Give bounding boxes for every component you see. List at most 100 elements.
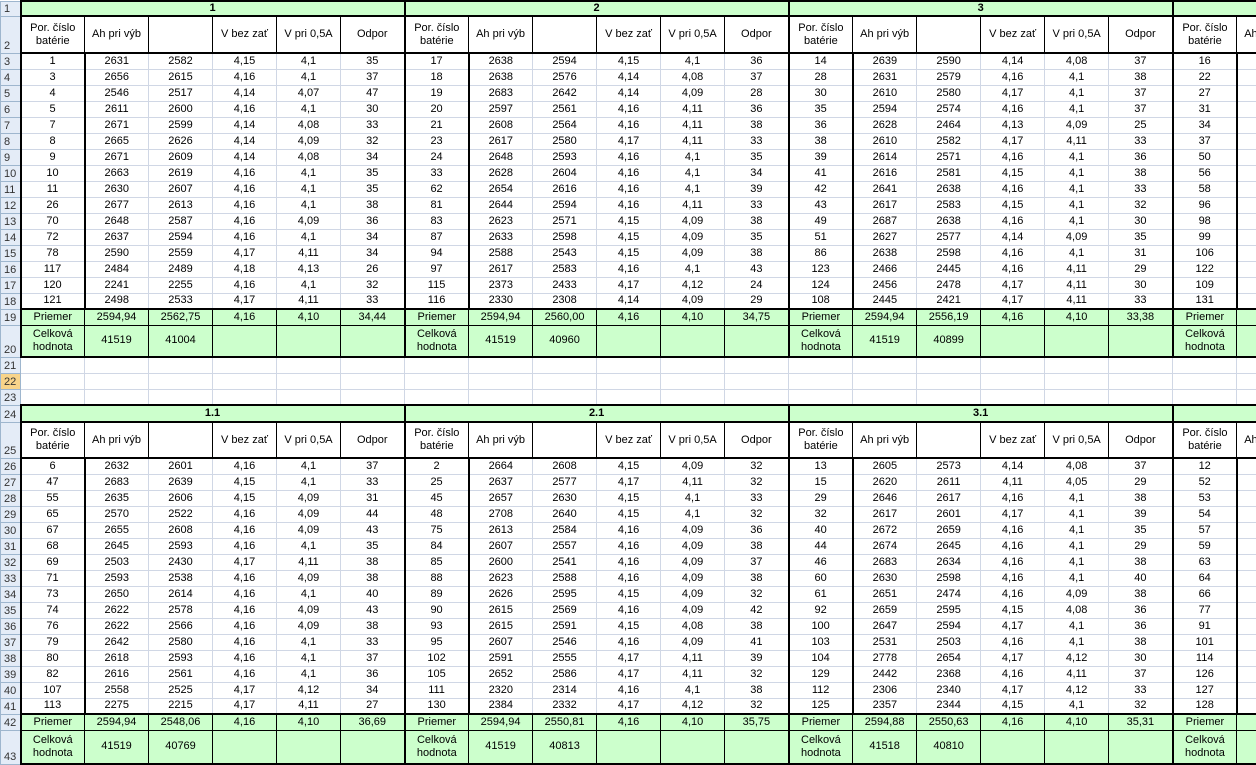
value-cell[interactable]: 33 — [341, 293, 405, 309]
value-cell[interactable]: 2503 — [85, 554, 149, 570]
value-cell[interactable]: 2611 — [917, 474, 981, 490]
value-cell[interactable]: 36 — [341, 213, 405, 229]
column-header[interactable]: Por. číslo batérie — [21, 16, 85, 53]
empty-cell[interactable] — [1045, 389, 1109, 405]
empty-cell[interactable] — [533, 373, 597, 389]
value-cell[interactable]: 2671 — [85, 149, 149, 165]
battery-number-cell[interactable]: 24 — [405, 149, 469, 165]
empty-cell[interactable] — [725, 373, 789, 389]
value-cell[interactable]: 2633 — [469, 229, 533, 245]
value-cell[interactable]: 4,16 — [213, 650, 277, 666]
battery-number-cell[interactable]: 13 — [789, 458, 853, 474]
value-cell[interactable]: 2598 — [917, 245, 981, 261]
value-cell[interactable]: 4,16 — [597, 181, 661, 197]
value-cell[interactable]: 33 — [341, 474, 405, 490]
battery-number-cell[interactable]: 128 — [1173, 698, 1237, 714]
row-header[interactable]: 2 — [1, 16, 21, 53]
total-label[interactable]: Celková hodnota — [789, 325, 853, 357]
value-cell[interactable]: 4,09 — [277, 570, 341, 586]
value-cell[interactable]: 4,1 — [277, 666, 341, 682]
total-value[interactable] — [277, 325, 341, 357]
value-cell[interactable]: 33 — [725, 133, 789, 149]
value-cell[interactable]: 4,1 — [1045, 101, 1109, 117]
battery-number-cell[interactable]: 114 — [1173, 650, 1237, 666]
value-cell[interactable]: 2555 — [533, 650, 597, 666]
battery-number-cell[interactable]: 97 — [405, 261, 469, 277]
empty-cell[interactable] — [277, 373, 341, 389]
row-header[interactable]: 11 — [1, 181, 21, 197]
total-value[interactable]: 40769 — [149, 730, 213, 764]
value-cell[interactable]: 4,15 — [597, 586, 661, 602]
cell[interactable] — [1237, 666, 1256, 682]
value-cell[interactable]: 2638 — [853, 245, 917, 261]
empty-cell[interactable] — [277, 357, 341, 373]
value-cell[interactable]: 2663 — [85, 165, 149, 181]
row-header[interactable]: 17 — [1, 277, 21, 293]
battery-number-cell[interactable]: 34 — [1173, 117, 1237, 133]
total-value[interactable] — [1109, 325, 1173, 357]
battery-number-cell[interactable]: 83 — [405, 213, 469, 229]
value-cell[interactable]: 2635 — [85, 490, 149, 506]
row-header[interactable]: 9 — [1, 149, 21, 165]
value-cell[interactable]: 2522 — [149, 506, 213, 522]
value-cell[interactable]: 32 — [725, 666, 789, 682]
value-cell[interactable]: 4,11 — [277, 293, 341, 309]
value-cell[interactable]: 2275 — [85, 698, 149, 714]
value-cell[interactable]: 4,1 — [1045, 85, 1109, 101]
battery-number-cell[interactable]: 29 — [789, 490, 853, 506]
value-cell[interactable]: 2674 — [853, 538, 917, 554]
cell[interactable] — [1237, 538, 1256, 554]
battery-number-cell[interactable]: 39 — [789, 149, 853, 165]
value-cell[interactable]: 4,1 — [661, 181, 725, 197]
value-cell[interactable]: 2581 — [917, 165, 981, 181]
value-cell[interactable]: 2586 — [533, 666, 597, 682]
value-cell[interactable]: 30 — [341, 101, 405, 117]
value-cell[interactable]: 2466 — [853, 261, 917, 277]
value-cell[interactable]: 2531 — [853, 634, 917, 650]
value-cell[interactable]: 37 — [341, 458, 405, 474]
value-cell[interactable]: 37 — [341, 69, 405, 85]
value-cell[interactable]: 2588 — [533, 570, 597, 586]
empty-cell[interactable] — [789, 373, 853, 389]
row-header[interactable]: 29 — [1, 506, 21, 522]
cell[interactable] — [1237, 213, 1256, 229]
value-cell[interactable]: 4,1 — [1045, 538, 1109, 554]
empty-cell[interactable] — [661, 389, 725, 405]
value-cell[interactable]: 4,1 — [661, 261, 725, 277]
battery-number-cell[interactable]: 33 — [405, 165, 469, 181]
value-cell[interactable]: 2604 — [533, 165, 597, 181]
empty-cell[interactable] — [789, 357, 853, 373]
value-cell[interactable]: 4,14 — [981, 53, 1045, 69]
battery-number-cell[interactable]: 53 — [1173, 490, 1237, 506]
value-cell[interactable]: 4,17 — [981, 293, 1045, 309]
value-cell[interactable]: 38 — [341, 570, 405, 586]
battery-number-cell[interactable]: 5 — [21, 101, 85, 117]
average-value[interactable] — [1237, 714, 1256, 730]
battery-number-cell[interactable]: 15 — [789, 474, 853, 490]
cell[interactable] — [1237, 634, 1256, 650]
empty-cell[interactable] — [405, 389, 469, 405]
value-cell[interactable]: 2580 — [533, 133, 597, 149]
value-cell[interactable]: 35 — [1109, 522, 1173, 538]
battery-number-cell[interactable]: 23 — [405, 133, 469, 149]
empty-cell[interactable] — [21, 389, 85, 405]
average-value[interactable]: 2556,19 — [917, 309, 981, 325]
value-cell[interactable]: 4,15 — [981, 197, 1045, 213]
battery-number-cell[interactable]: 12 — [1173, 458, 1237, 474]
column-header[interactable] — [149, 16, 213, 53]
battery-number-cell[interactable]: 60 — [789, 570, 853, 586]
value-cell[interactable]: 4,1 — [277, 634, 341, 650]
average-value[interactable]: 2562,75 — [149, 309, 213, 325]
value-cell[interactable]: 4,1 — [1045, 506, 1109, 522]
column-header[interactable]: V pri 0,5A — [1045, 422, 1109, 458]
value-cell[interactable]: 4,15 — [597, 229, 661, 245]
row-header[interactable]: 3 — [1, 53, 21, 69]
value-cell[interactable]: 4,1 — [1045, 698, 1109, 714]
value-cell[interactable]: 2517 — [149, 85, 213, 101]
value-cell[interactable]: 4,12 — [1045, 682, 1109, 698]
column-header[interactable]: Odpor — [725, 422, 789, 458]
battery-number-cell[interactable]: 113 — [21, 698, 85, 714]
average-value[interactable]: 35,75 — [725, 714, 789, 730]
value-cell[interactable]: 2641 — [853, 181, 917, 197]
value-cell[interactable]: 4,17 — [981, 618, 1045, 634]
